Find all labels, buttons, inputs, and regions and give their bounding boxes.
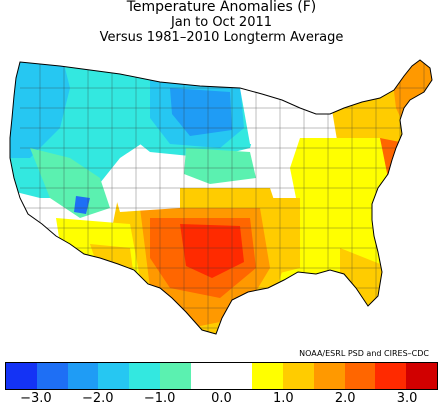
legend-tick-label: −2.0 [81,391,114,406]
legend-swatch [252,363,284,389]
texas-hottest-core [180,224,244,278]
legend-swatch [129,363,160,389]
us-anomaly-map [9,59,433,335]
legend-tick-label: 3.0 [396,391,418,406]
dakotas-cold-core [170,88,232,136]
legend-swatch [67,363,99,389]
map-title: Temperature Anomalies (F) [126,0,317,15]
legend-tick-labels: −3.0 −2.0 −1.0 0.0 1.0 2.0 3.0 [0,391,443,406]
legend-swatch [190,363,222,389]
legend-tick-label: 2.0 [334,391,356,406]
map-period: Jan to Oct 2011 [170,15,273,30]
legend-tick-label: −1.0 [143,391,176,406]
data-credit: NOAA/ESRL PSD and CIRES–CDC [299,349,429,358]
legend-swatch [36,363,68,389]
legend-swatch [375,363,407,389]
legend-tick-label: −3.0 [20,391,52,406]
color-legend [5,362,438,390]
legend-tick-label: 0.0 [211,391,232,406]
northwest-cooler-region [10,60,70,158]
legend-swatch [6,363,37,389]
legend-swatch [98,363,130,389]
legend-tick-label: 1.0 [273,391,294,406]
utah-cold-spot [74,196,90,214]
great-basin-region [30,148,110,218]
map-baseline: Versus 1981–2010 Longterm Average [99,30,344,45]
legend-swatch [283,363,314,389]
central-plains-cool-region [184,148,256,184]
map-title-block: Temperature Anomalies (F) Jan to Oct 201… [0,0,443,45]
central-rockies-normal-region [110,178,180,212]
florida-warm-region [340,248,390,334]
anomaly-field [10,60,432,334]
legend-swatch [159,363,191,389]
legend-swatch [344,363,376,389]
legend-swatch [406,363,437,389]
legend-swatch [221,363,253,389]
legend-swatch [313,363,345,389]
